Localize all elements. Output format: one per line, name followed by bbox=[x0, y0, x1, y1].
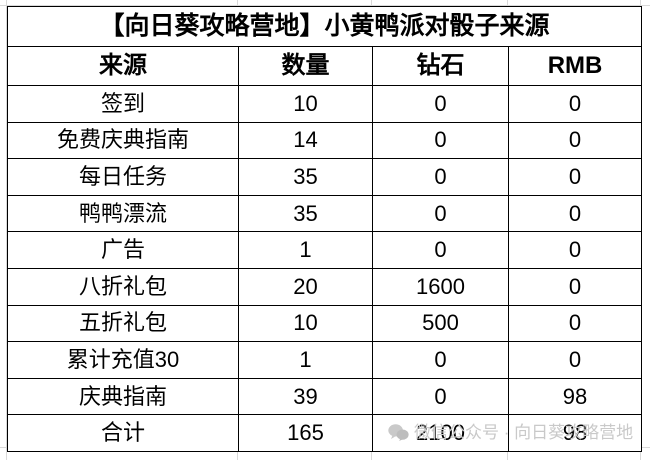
column-header-gem: 钻石 bbox=[372, 46, 509, 86]
table-row: 庆典指南 39 0 98 bbox=[7, 377, 643, 416]
cell-total-count: 165 bbox=[238, 414, 373, 452]
cell-gem: 0 bbox=[372, 85, 509, 123]
cell-gem: 0 bbox=[372, 231, 509, 269]
table-row: 每日任务 35 0 0 bbox=[7, 158, 643, 196]
cell-rmb: 0 bbox=[507, 267, 643, 306]
cell-rmb: 0 bbox=[507, 121, 643, 160]
page-title: 【向日葵攻略营地】小黄鸭派对骰子来源 bbox=[6, 6, 643, 47]
dice-source-table-container: 【向日葵攻略营地】小黄鸭派对骰子来源 来源 数量 钻石 RMB 签到 10 0 … bbox=[6, 6, 643, 452]
table-row: 签到 10 0 0 bbox=[7, 85, 643, 123]
cell-gem: 0 bbox=[372, 377, 509, 416]
table-title-row: 【向日葵攻略营地】小黄鸭派对骰子来源 bbox=[6, 6, 643, 47]
table-row: 累计充值30 1 0 0 bbox=[7, 341, 643, 379]
cell-count: 35 bbox=[238, 158, 373, 196]
cell-source: 广告 bbox=[7, 231, 239, 269]
cell-source: 累计充值30 bbox=[7, 341, 239, 379]
cell-rmb: 98 bbox=[507, 377, 643, 416]
cell-source: 庆典指南 bbox=[7, 377, 239, 416]
column-header-rmb: RMB bbox=[507, 46, 643, 86]
cell-source: 五折礼包 bbox=[7, 304, 239, 343]
cell-total-rmb: 98 bbox=[507, 414, 643, 452]
cell-rmb: 0 bbox=[507, 231, 643, 269]
table-row: 广告 1 0 0 bbox=[7, 231, 643, 269]
cell-count: 10 bbox=[238, 85, 373, 123]
cell-gem: 1600 bbox=[372, 267, 509, 306]
cell-rmb: 0 bbox=[507, 304, 643, 343]
table-row: 八折礼包 20 1600 0 bbox=[7, 267, 643, 306]
page-title-bracket: 【向日葵攻略营地】 bbox=[99, 13, 325, 40]
cell-total-gem: 2100 bbox=[372, 414, 509, 452]
page-title-main: 小黄鸭派对骰子来源 bbox=[324, 12, 550, 40]
table-row: 鸭鸭漂流 35 0 0 bbox=[7, 194, 643, 233]
cell-count: 1 bbox=[238, 231, 373, 269]
cell-source: 免费庆典指南 bbox=[7, 121, 239, 160]
cell-source: 签到 bbox=[7, 85, 239, 123]
table-header-row: 来源 数量 钻石 RMB bbox=[7, 46, 643, 86]
cell-count: 20 bbox=[238, 267, 373, 306]
table-row: 免费庆典指南 14 0 0 bbox=[7, 121, 643, 160]
cell-count: 39 bbox=[238, 377, 373, 416]
column-header-source: 来源 bbox=[7, 46, 239, 86]
table-total-row: 合计 165 2100 98 bbox=[7, 414, 643, 452]
cell-gem: 0 bbox=[372, 158, 509, 196]
table-row: 五折礼包 10 500 0 bbox=[7, 304, 643, 343]
cell-source: 每日任务 bbox=[7, 158, 239, 196]
cell-count: 10 bbox=[238, 304, 373, 343]
column-header-count: 数量 bbox=[238, 46, 373, 86]
cell-source: 八折礼包 bbox=[7, 267, 239, 306]
cell-gem: 0 bbox=[372, 121, 509, 160]
cell-rmb: 0 bbox=[507, 194, 643, 233]
cell-gem: 0 bbox=[372, 341, 509, 379]
cell-count: 35 bbox=[238, 194, 373, 233]
cell-rmb: 0 bbox=[507, 341, 643, 379]
cell-count: 1 bbox=[238, 341, 373, 379]
cell-rmb: 0 bbox=[507, 85, 643, 123]
cell-count: 14 bbox=[238, 121, 373, 160]
cell-gem: 500 bbox=[372, 304, 509, 343]
dice-source-table: 【向日葵攻略营地】小黄鸭派对骰子来源 来源 数量 钻石 RMB 签到 10 0 … bbox=[6, 6, 643, 452]
cell-gem: 0 bbox=[372, 194, 509, 233]
cell-source: 鸭鸭漂流 bbox=[7, 194, 239, 233]
cell-rmb: 0 bbox=[507, 158, 643, 196]
cell-total-label: 合计 bbox=[7, 414, 239, 452]
